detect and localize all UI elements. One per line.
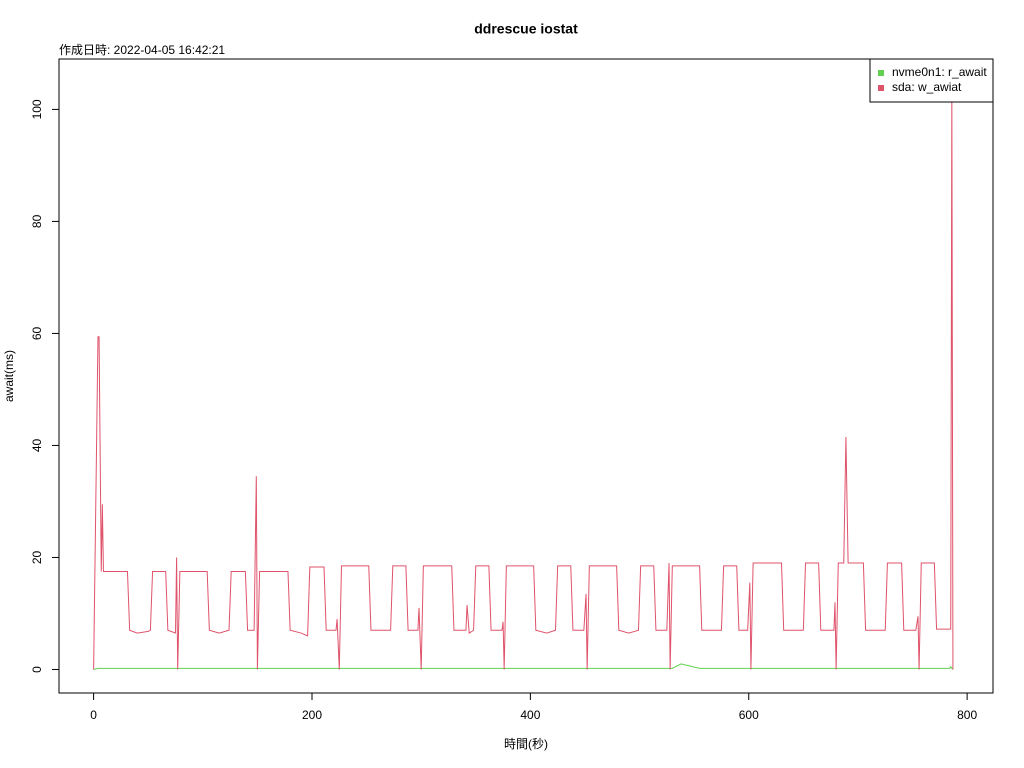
y-tick-label: 100 xyxy=(30,99,44,119)
y-tick-label: 0 xyxy=(30,666,44,673)
legend-swatch xyxy=(878,70,884,76)
y-tick-label: 80 xyxy=(30,214,44,228)
x-tick-label: 600 xyxy=(739,708,759,722)
chart-title: ddrescue iostat xyxy=(474,21,578,37)
data-line xyxy=(93,86,954,670)
legend-swatch xyxy=(878,85,884,91)
chart-subtitle: 作成日時: 2022-04-05 16:42:21 xyxy=(59,43,225,57)
legend-box xyxy=(869,58,994,103)
y-axis-title: await(ms) xyxy=(2,350,16,402)
x-tick-label: 0 xyxy=(90,708,97,722)
y-tick-label: 40 xyxy=(30,438,44,452)
x-tick-label: 800 xyxy=(957,708,977,722)
x-axis-title: 時間(秒) xyxy=(504,737,548,751)
y-tick-label: 20 xyxy=(30,550,44,564)
y-tick-label: 60 xyxy=(30,326,44,340)
plot-frame xyxy=(58,58,994,694)
legend-label: sda: w_awiat xyxy=(892,80,962,94)
legend-label: nvme0n1: r_await xyxy=(892,65,987,79)
x-tick-label: 400 xyxy=(520,708,540,722)
x-tick-label: 200 xyxy=(302,708,322,722)
data-line xyxy=(93,663,954,670)
